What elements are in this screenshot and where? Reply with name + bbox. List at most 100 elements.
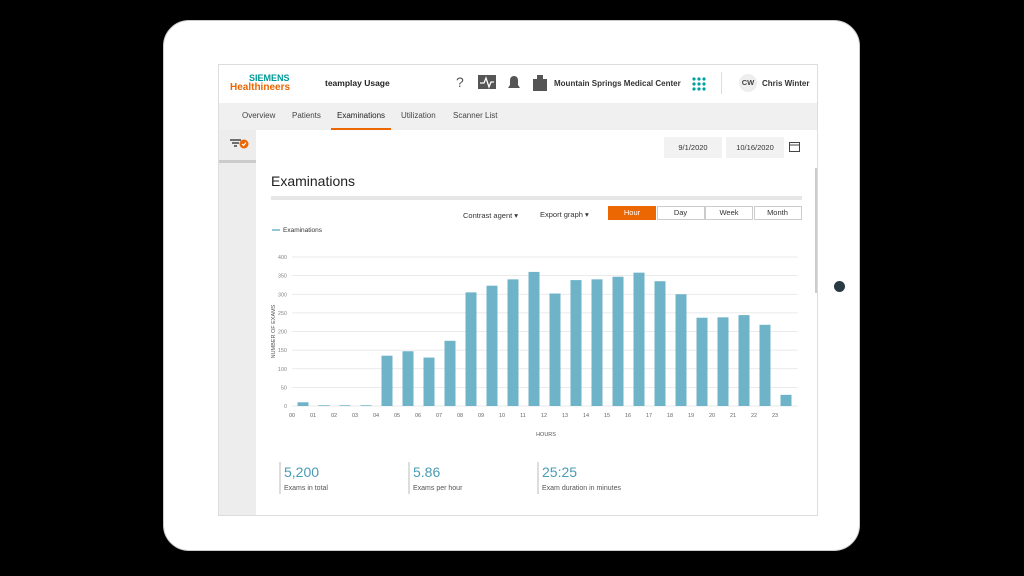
scrollbar[interactable]: [815, 168, 817, 293]
brand-bottom: Healthineers: [230, 82, 291, 93]
sidebar: [219, 130, 256, 515]
stat-label: Exams in total: [284, 485, 328, 492]
header-icons: [478, 75, 547, 91]
y-tick-label: 350: [278, 274, 287, 280]
bar: [507, 279, 519, 406]
user-name[interactable]: Chris Winter: [762, 79, 810, 88]
pulse-line: [480, 76, 494, 89]
bar: [444, 340, 456, 406]
x-tick-label: 11: [520, 413, 526, 419]
range-button[interactable]: Month: [753, 206, 802, 220]
bar: [381, 355, 393, 406]
title-rule: [271, 196, 802, 200]
site-name[interactable]: Mountain Springs Medical Center: [554, 79, 681, 88]
apps-icon[interactable]: [692, 77, 706, 91]
bar: [612, 276, 624, 406]
bar: [549, 293, 561, 406]
nav-tab[interactable]: Utilization: [401, 111, 436, 120]
stat-value: 25:25: [542, 464, 578, 480]
stat-label: Exams per hour: [413, 485, 463, 492]
legend-label: Examinations: [283, 227, 323, 234]
stat-value: 5,200: [284, 464, 320, 480]
x-tick-label: 19: [688, 413, 694, 419]
bar: [717, 317, 729, 406]
stat-divider: [408, 462, 410, 494]
y-tick-label: 300: [278, 292, 287, 298]
x-tick-label: 00: [289, 413, 295, 419]
app-name: teamplay Usage: [325, 78, 390, 88]
x-tick-label: 04: [373, 413, 379, 419]
stat-divider: [537, 462, 539, 494]
filter-dropdown[interactable]: Contrast agent ▾: [463, 211, 519, 220]
x-tick-label: 17: [646, 413, 652, 419]
y-tick-label: 0: [284, 404, 287, 410]
home-button[interactable]: [834, 281, 845, 292]
bar: [528, 271, 540, 406]
bar: [465, 292, 477, 406]
x-tick-label: 08: [457, 413, 463, 419]
brand-top: SIEMENS: [249, 73, 290, 83]
x-tick-label: 10: [499, 413, 505, 419]
bell-icon[interactable]: [508, 76, 520, 88]
bar: [633, 272, 645, 406]
y-tick-label: 150: [278, 348, 287, 354]
page-title: Examinations: [271, 173, 356, 189]
range-button[interactable]: Hour: [608, 206, 656, 220]
x-tick-label: 14: [583, 413, 589, 419]
x-tick-label: 16: [625, 413, 631, 419]
y-tick-label: 250: [278, 311, 287, 317]
bar: [486, 285, 498, 406]
range-button[interactable]: Day: [656, 206, 705, 220]
avatar[interactable]: CW: [739, 74, 757, 92]
x-tick-label: 21: [730, 413, 736, 419]
bar: [780, 394, 792, 406]
nav-tab[interactable]: Scanner List: [453, 111, 498, 120]
y-tick-label: 200: [278, 330, 287, 336]
stat-label: Exam duration in minutes: [542, 485, 621, 492]
export-label: Export graph: [540, 210, 583, 219]
nav-tab[interactable]: Patients: [292, 111, 321, 120]
active-tab-underline: [331, 128, 391, 130]
bar: [570, 280, 582, 406]
x-tick-label: 20: [709, 413, 715, 419]
bar: [423, 357, 435, 406]
x-tick-label: 01: [310, 413, 316, 419]
x-tick-label: 09: [478, 413, 484, 419]
y-tick-label: 50: [281, 385, 287, 391]
x-tick-label: 06: [415, 413, 421, 419]
x-axis-title: HOURS: [536, 432, 556, 438]
x-tick-label: 18: [667, 413, 673, 419]
stat-divider: [279, 462, 281, 494]
x-tick-label: 13: [562, 413, 568, 419]
x-tick-label: 07: [436, 413, 442, 419]
hospital-top: [537, 75, 543, 80]
bar: [591, 279, 603, 406]
bar: [759, 324, 771, 406]
x-tick-label: 22: [751, 413, 757, 419]
date-from[interactable]: 9/1/2020: [664, 137, 722, 158]
x-tick-label: 05: [394, 413, 400, 419]
bar: [339, 405, 351, 406]
bar: [360, 405, 372, 406]
nav-tab[interactable]: Examinations: [337, 111, 386, 120]
nav-tab[interactable]: Overview: [242, 111, 276, 120]
bar: [402, 351, 414, 406]
filter-icon[interactable]: [229, 138, 249, 152]
bar: [675, 294, 687, 406]
bar: [738, 315, 750, 406]
x-tick-label: 15: [604, 413, 610, 419]
bar: [654, 281, 666, 406]
range-button[interactable]: Week: [705, 206, 753, 220]
x-tick-label: 03: [352, 413, 358, 419]
calendar-icon[interactable]: [789, 141, 800, 152]
y-axis-title: NUMBER OF EXAMS: [271, 304, 277, 358]
help-icon[interactable]: ?: [456, 74, 464, 90]
export-dropdown[interactable]: Export graph ▾: [540, 210, 589, 219]
filter-label: Contrast agent: [463, 211, 513, 220]
x-tick-label: 02: [331, 413, 337, 419]
bar: [696, 317, 708, 406]
hospital-icon[interactable]: [533, 79, 547, 91]
date-to[interactable]: 10/16/2020: [726, 137, 784, 158]
